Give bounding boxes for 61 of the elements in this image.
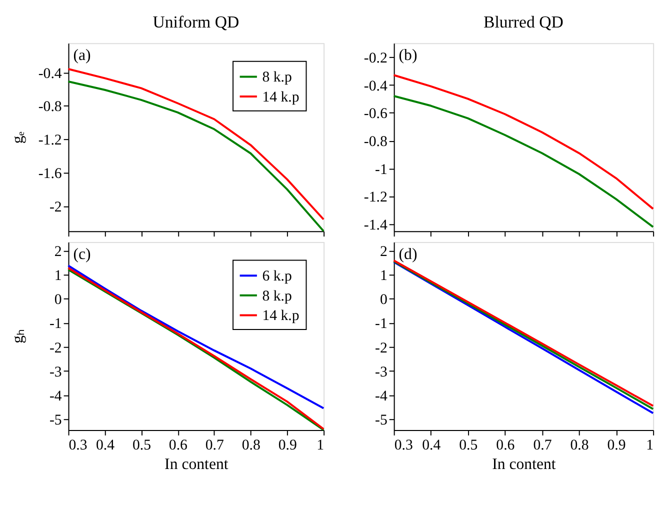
y-tick-label: -1.2 [364,190,388,206]
y-tick-label: -1.4 [364,218,388,234]
y-tick-label: 2 [380,244,388,260]
x-tick-label: 0.4 [96,437,116,454]
legend-label: 8 k.p [262,70,292,86]
x-tick-label: 0.8 [242,437,260,454]
annotation: (d) [398,246,418,263]
y-tick-label: -5 [49,412,62,429]
x-tick-label: 0.5 [459,437,478,454]
annotation: (b) [398,46,418,64]
chart-title: Uniform QD [152,12,240,32]
y-tick-label: -5 [375,412,388,429]
y-tick-label: -0.8 [364,134,388,150]
y-tick-label: 2 [54,244,62,260]
x-axis-title: In content [164,456,229,474]
y-tick-label: -1.6 [38,166,62,182]
x-tick-label: 1 [316,437,324,454]
chart-title: Blurred QD [484,12,564,32]
x-tick-label: 0.9 [607,437,626,454]
y-tick-label: 1 [380,268,388,284]
x-axis-title: In content [492,456,556,474]
x-tick-label: 0.8 [570,437,589,454]
y-tick-label: -3 [49,364,62,380]
x-tick-label: 0.6 [168,437,188,454]
y-axis-title: gₕ [9,330,26,344]
line-series [392,74,654,210]
legend-label: 8 k.p [262,288,292,304]
x-tick-label: 0.3 [394,437,413,454]
x-tick-label: 1 [646,437,654,454]
y-tick-label: -1 [49,316,62,332]
y-tick-label: -0.4 [38,66,62,82]
x-tick-label: 0.7 [205,437,224,454]
y-tick-label: -4 [375,388,388,404]
legend-label: 14 k.p [262,89,300,106]
y-tick-label: -1 [375,316,388,332]
annotation: (c) [73,246,91,263]
y-tick-label: -0.6 [364,106,388,122]
legend-label: 14 k.p [262,308,300,324]
y-tick-label: -2 [49,340,62,356]
y-tick-label: -0.8 [38,99,62,116]
x-tick-label: 0.4 [422,437,442,454]
y-tick-label: -3 [375,364,388,380]
y-tick-label: 0 [54,292,62,308]
legend-label: 6 k.p [262,268,292,285]
y-tick-label: -4 [49,388,62,404]
x-tick-label: 0.6 [496,437,515,454]
y-tick-label: 0 [380,292,388,308]
annotation: (a) [73,46,91,64]
x-tick-label: 0.5 [132,437,151,454]
y-tick-label: 1 [54,268,62,284]
line-series [392,95,654,228]
y-tick-label: -1.2 [38,132,62,149]
x-tick-label: 0.7 [533,437,552,454]
y-tick-label: -2 [375,340,388,356]
y-tick-label: -2 [49,199,62,216]
x-tick-label: 0.9 [278,437,297,454]
y-tick-label: -0.4 [364,78,388,94]
x-tick-label: 0.3 [68,437,88,454]
y-tick-label: -1 [375,162,388,178]
y-tick-label: -0.2 [364,50,388,66]
y-axis-title: gₑ [9,132,26,144]
